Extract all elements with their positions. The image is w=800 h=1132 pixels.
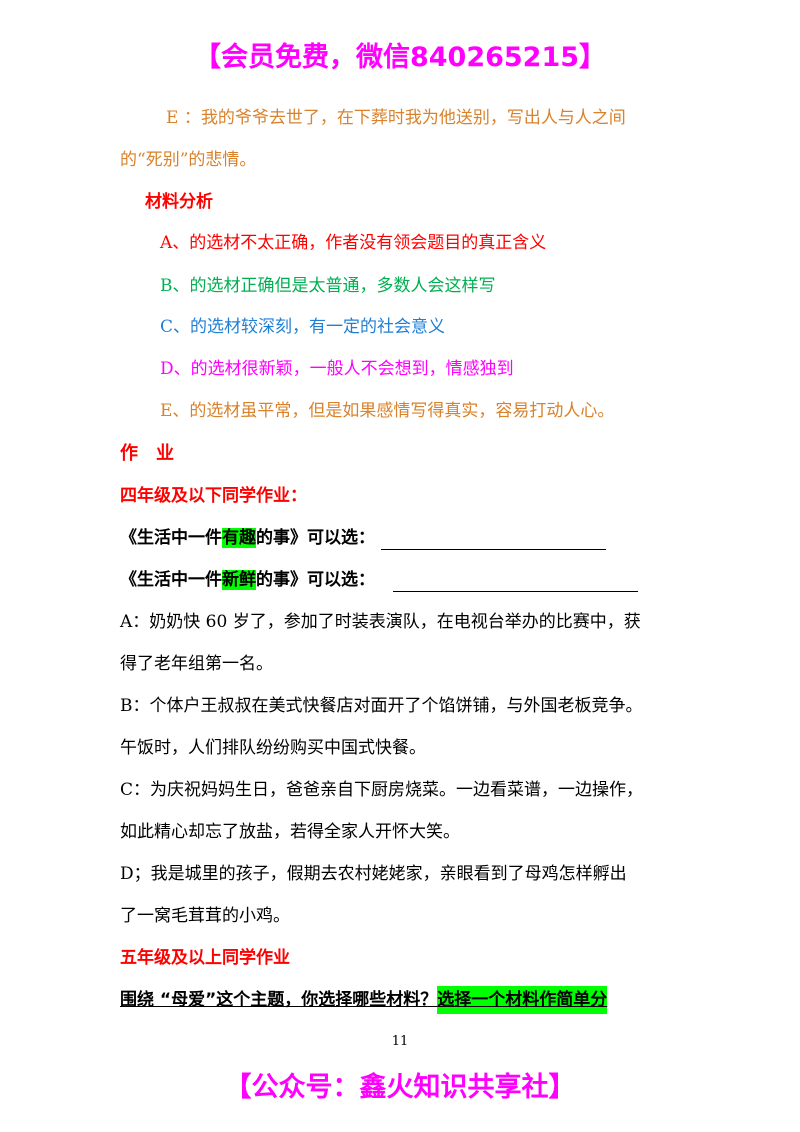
material-d-line2: 了一窝毛茸茸的小鸡。: [120, 906, 290, 926]
analysis-item-b: B、的选材正确但是太普通，多数人会这样写: [160, 276, 496, 296]
analysis-item-d: D、的选材很新颖，一般人不会想到，情感独到: [160, 359, 514, 379]
homework-title: 作 业: [120, 443, 174, 464]
grade4-title: 四年级及以下同学作业：: [120, 486, 307, 506]
topic-1-blank[interactable]: [380, 531, 606, 550]
material-c-line1: C：为庆祝妈妈生日，爸爸亲自下厨房烧菜。一边看菜谱，一边操作，: [120, 780, 644, 800]
material-a-line2: 得了老年组第一名。: [120, 654, 273, 674]
topic-1-pre: 《生活中一件: [120, 528, 222, 548]
topic-2-highlight: 新鲜: [222, 570, 256, 590]
analysis-item-a: A、的选材不太正确，作者没有领会题目的真正含义: [160, 233, 547, 253]
grade5-task-highlight: 选择一个材料作简单分: [437, 986, 608, 1014]
grade5-task-text: 围绕 “母爱”这个主题，你选择哪些材料？: [120, 990, 438, 1010]
topic-1: 《生活中一件有趣的事》可以选：: [120, 526, 606, 550]
analysis-item-e: E、的选材虽平常，但是如果感情写得真实，容易打动人心。: [160, 401, 615, 421]
analysis-title: 材料分析: [145, 192, 213, 212]
grade5-task: 围绕 “母爱”这个主题，你选择哪些材料？选择一个材料作简单分: [120, 986, 608, 1014]
topic-1-post: 的事》可以选：: [256, 528, 375, 548]
material-b-line2: 午饭时，人们排队纷纷购买中国式快餐。: [120, 738, 426, 758]
grade5-title: 五年级及以上同学作业: [120, 948, 290, 968]
material-b-line1: B：个体户王叔叔在美式快餐店对面开了个馅饼铺，与外国老板竞争。: [120, 696, 643, 716]
topic-1-highlight: 有趣: [222, 528, 256, 548]
footer-banner: 【公众号：鑫火知识共享社】: [224, 1072, 576, 1103]
header-banner: 【会员免费，微信840265215】: [193, 42, 607, 73]
material-e-line1: E ：我的爷爷去世了，在下葬时我为他送别，写出人与人之间: [166, 108, 626, 128]
analysis-item-c: C、的选材较深刻，有一定的社会意义: [160, 317, 446, 337]
material-d-line1: D；我是城里的孩子，假期去农村姥姥家，亲眼看到了母鸡怎样孵出: [120, 864, 627, 884]
topic-2-post: 的事》可以选：: [256, 570, 375, 590]
topic-2: 《生活中一件新鲜的事》可以选：: [120, 568, 638, 592]
material-e-line2: 的“死别”的悲情。: [120, 150, 257, 170]
material-a-line1: A：奶奶快 60 岁了，参加了时装表演队，在电视台举办的比赛中，获: [120, 612, 641, 632]
material-c-line2: 如此精心却忘了放盐，若得全家人开怀大笑。: [120, 822, 460, 842]
topic-2-pre: 《生活中一件: [120, 570, 222, 590]
topic-2-blank[interactable]: [392, 573, 638, 592]
page-number: 11: [391, 1034, 409, 1049]
